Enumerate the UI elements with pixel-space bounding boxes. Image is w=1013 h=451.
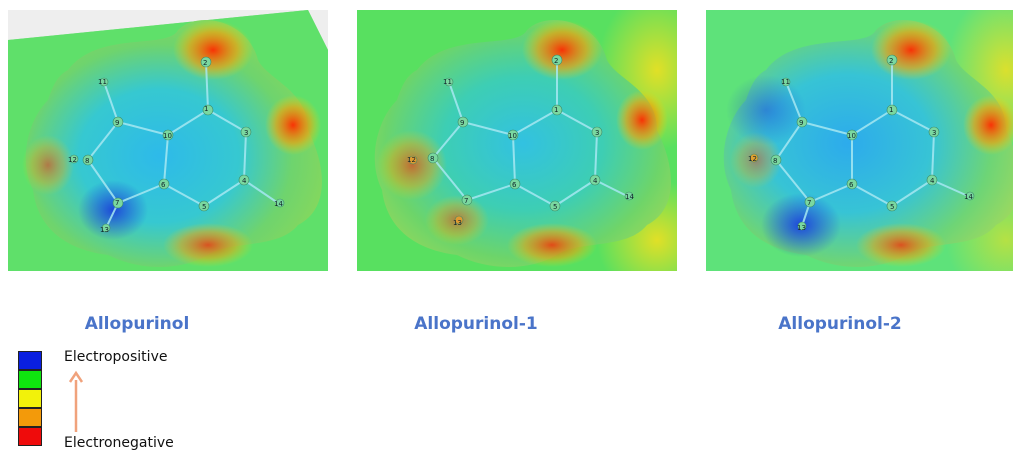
atom-label: 6 — [849, 181, 854, 189]
atom-label: 4 — [930, 177, 935, 185]
atom-label: 13 — [453, 219, 462, 227]
atom-label: 9 — [115, 119, 119, 127]
atom-label: 6 — [512, 181, 517, 189]
atom-label: 14 — [964, 193, 973, 201]
allopurinol-map-panel: 1 2 3 4 5 6 7 8 9 10 11 12 13 14 — [8, 10, 328, 271]
allopurinol-esp-map: 1 2 3 4 5 6 7 8 9 10 11 12 13 14 — [8, 10, 328, 271]
atom-label: 13 — [100, 226, 109, 234]
atom-label: 3 — [244, 129, 248, 137]
atom-label: 1 — [554, 106, 558, 114]
atom-label: 13 — [797, 224, 806, 232]
allopurinol-1-map-panel: 1 2 3 4 5 6 7 8 9 10 11 12 13 14 — [357, 10, 677, 271]
allopurinol-caption: Allopurinol — [84, 314, 190, 334]
atom-label: 1 — [204, 105, 208, 113]
atom-label: 12 — [407, 156, 416, 164]
allopurinol-2-caption: Allopurinol-2 — [778, 314, 902, 334]
legend-swatch-green — [18, 370, 42, 389]
atom-label: 11 — [443, 78, 452, 86]
atom-label: 3 — [932, 129, 936, 137]
atom-label: 14 — [625, 193, 634, 201]
atom-label: 9 — [460, 119, 464, 127]
allopurinol-2-esp-map: 1 2 3 4 5 6 7 8 9 10 11 12 13 14 — [706, 10, 1013, 271]
legend-electronegative-label: Electronegative — [64, 435, 174, 451]
atom-label: 4 — [242, 177, 247, 185]
atom-label: 12 — [68, 156, 77, 164]
atom-label: 11 — [781, 78, 790, 86]
atom-label: 11 — [98, 78, 107, 86]
legend-swatch-yellow — [18, 389, 42, 408]
atom-label: 2 — [554, 57, 558, 65]
arrow-up-icon — [68, 370, 84, 432]
allopurinol-1-esp-map: 1 2 3 4 5 6 7 8 9 10 11 12 13 14 — [357, 10, 677, 271]
legend-swatch-blue — [18, 351, 42, 370]
atom-label: 10 — [508, 132, 517, 140]
atom-label: 3 — [595, 129, 599, 137]
atom-label: 4 — [593, 177, 598, 185]
atom-label: 10 — [163, 132, 172, 140]
allopurinol-2-map-panel: 1 2 3 4 5 6 7 8 9 10 11 12 13 14 — [706, 10, 1013, 271]
atom-label: 2 — [203, 59, 207, 67]
atom-label: 2 — [889, 57, 893, 65]
atom-label: 8 — [85, 157, 89, 165]
atom-label: 1 — [889, 106, 893, 114]
legend-swatch-orange — [18, 408, 42, 427]
atom-label: 8 — [430, 155, 434, 163]
atom-label: 9 — [799, 119, 803, 127]
atom-label: 10 — [847, 132, 856, 140]
legend-swatch-red — [18, 427, 42, 446]
legend-electropositive-label: Electropositive — [64, 349, 168, 365]
atom-label: 14 — [274, 200, 283, 208]
atom-label: 5 — [553, 203, 557, 211]
atom-label: 7 — [807, 199, 811, 207]
atom-label: 7 — [115, 199, 119, 207]
allopurinol-1-caption: Allopurinol-1 — [414, 314, 538, 334]
atom-label: 7 — [464, 197, 468, 205]
atom-label: 6 — [161, 181, 166, 189]
atom-label: 12 — [748, 155, 757, 163]
atom-label: 5 — [890, 203, 894, 211]
atom-label: 8 — [773, 157, 777, 165]
atom-label: 5 — [202, 203, 206, 211]
color-scale-legend — [18, 351, 42, 446]
